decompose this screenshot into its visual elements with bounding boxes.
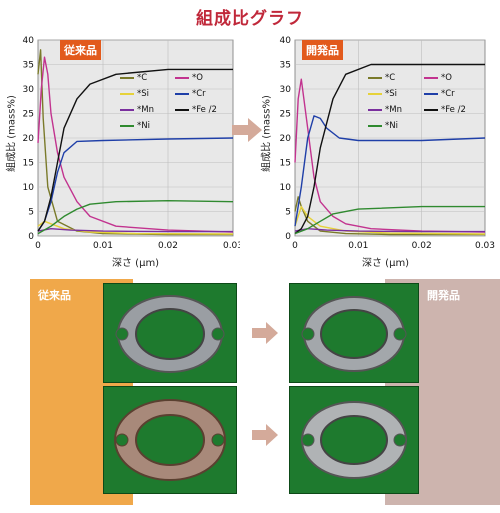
legend-swatch <box>120 109 134 111</box>
chart-conventional-svg: 0 5 10 15 20 25 30 35 40 0 0.01 0.02 0.03 <box>23 36 240 251</box>
legend-swatch <box>368 125 382 127</box>
y-tick-label: 15 <box>280 159 291 169</box>
y-axis-label: 組成比 (mass%) <box>261 95 273 172</box>
legend-swatch <box>424 77 438 79</box>
legend-item: *O <box>424 73 480 83</box>
series-line-C <box>294 196 485 236</box>
y-tick-label: 5 <box>285 208 291 218</box>
legend-swatch <box>175 93 189 95</box>
y-tick-label: 10 <box>23 183 35 193</box>
legend-item: *Ni <box>120 121 175 131</box>
legend-item: *C <box>368 73 424 83</box>
legend-item: *Mn <box>368 105 424 115</box>
y-tick-label: 40 <box>23 36 35 46</box>
y-tick-label: 30 <box>23 85 35 95</box>
x-axis-label: 深さ (μm) <box>112 258 160 269</box>
chart-conventional: 0 5 10 15 20 25 30 35 40 0 0.01 0.02 0.03 組成比 (mass%… <box>0 26 241 271</box>
y-tick-label: 25 <box>23 110 34 120</box>
developed-label: 開発品 <box>427 289 460 302</box>
legend: *C *O *Si *Cr *Mn *Fe /2 *Ni <box>120 73 230 131</box>
series-line-O <box>37 56 234 233</box>
legend-swatch <box>368 109 382 111</box>
legend-item: *O <box>175 73 230 83</box>
right-arrow-icon <box>252 322 278 344</box>
legend-item: *Mn <box>120 105 175 115</box>
y-tick-label: 35 <box>23 61 34 71</box>
y-axis-label: 組成比 (mass%) <box>6 95 18 172</box>
flange-ring-icon <box>115 295 225 373</box>
y-tick-label: 10 <box>280 183 292 193</box>
legend-item: *Si <box>368 89 424 99</box>
photo-developed-top <box>289 283 419 383</box>
page-title: 組成比グラフ <box>196 9 304 29</box>
chart-developed: 0 5 10 15 20 25 30 35 40 0 0.01 0.02 0.03 組成比 (mass%… <box>250 26 500 271</box>
photo-conventional-top <box>103 283 237 383</box>
y-tick-label: 30 <box>280 85 292 95</box>
photo-developed-bottom <box>289 386 419 494</box>
legend-item: *Fe /2 <box>424 105 480 115</box>
conventional-label: 従来品 <box>38 289 71 302</box>
legend-swatch <box>368 93 382 95</box>
clean-ring-icon <box>301 401 407 479</box>
x-tick-label: 0.03 <box>223 241 240 251</box>
legend-item: *Ni <box>368 121 424 131</box>
chart-developed-svg: 0 5 10 15 20 25 30 35 40 0 0.01 0.02 0.03 <box>280 36 495 251</box>
series-line-Ni <box>37 199 234 235</box>
series-line-O <box>294 78 486 233</box>
series-line-Ni <box>294 205 485 235</box>
right-arrow-icon <box>252 424 278 446</box>
legend-swatch <box>120 93 134 95</box>
x-tick-label: 0.03 <box>475 241 495 251</box>
corroded-ring-icon <box>114 399 226 481</box>
series-line-Fe <box>294 63 485 235</box>
legend-swatch <box>424 93 438 95</box>
x-tick-label: 0.01 <box>348 241 368 251</box>
legend: *C *O *Si *Cr *Mn *Fe /2 *Ni <box>368 73 480 131</box>
y-tick-label: 20 <box>280 134 292 144</box>
x-tick-label: 0 <box>292 241 298 251</box>
legend-swatch <box>120 77 134 79</box>
y-tick-label: 0 <box>28 232 34 242</box>
y-tick-label: 5 <box>28 208 34 218</box>
x-tick-label: 0 <box>35 241 41 251</box>
right-arrow-icon <box>232 118 262 142</box>
photo-conventional-bottom <box>103 386 237 494</box>
x-tick-label: 0.01 <box>93 241 113 251</box>
y-tick-label: 25 <box>280 110 291 120</box>
legend-swatch <box>175 109 189 111</box>
legend-item: *Cr <box>175 89 230 99</box>
series-line-Fe <box>37 68 233 232</box>
legend-swatch <box>368 77 382 79</box>
series-line-Mn <box>37 227 233 233</box>
y-tick-label: 20 <box>23 134 35 144</box>
legend-item: *Si <box>120 89 175 99</box>
y-tick-label: 15 <box>23 159 34 169</box>
badge-developed: 開発品 <box>302 40 343 60</box>
x-tick-label: 0.02 <box>412 241 432 251</box>
y-tick-label: 0 <box>285 232 291 242</box>
x-tick-label: 0.02 <box>158 241 178 251</box>
series-line-Cr <box>294 115 486 227</box>
legend-swatch <box>175 77 189 79</box>
legend-item: *C <box>120 73 175 83</box>
x-axis-label: 深さ (μm) <box>362 258 410 269</box>
flange-ring-icon <box>301 296 407 372</box>
legend-item: *Fe /2 <box>175 105 230 115</box>
legend-swatch <box>120 125 134 127</box>
series-line-Si <box>294 205 486 235</box>
y-tick-label: 40 <box>280 36 292 46</box>
badge-conventional: 従来品 <box>60 40 101 60</box>
legend-item: *Cr <box>424 89 480 99</box>
legend-swatch <box>424 109 438 111</box>
y-tick-label: 35 <box>280 61 291 71</box>
